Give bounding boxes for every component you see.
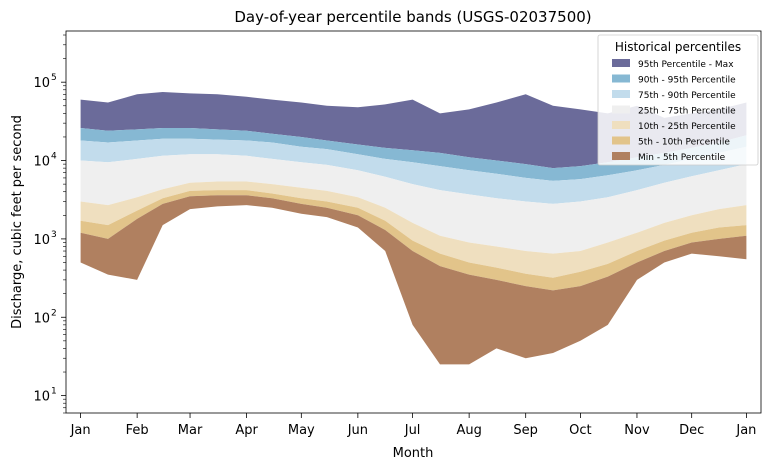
band-0	[80, 92, 747, 169]
y-tick-exponent-0: 1	[51, 387, 57, 397]
legend-label-2: 75th - 90th Percentile	[638, 91, 736, 101]
legend-box	[597, 34, 759, 166]
x-tick-label-0: Jan	[70, 423, 91, 438]
x-tick-label-2: Mar	[178, 423, 203, 438]
legend-label-6: Min - 5th Percentile	[638, 153, 726, 163]
x-tick-label-6: Jul	[404, 423, 421, 438]
x-tick-label-1: Feb	[126, 423, 149, 438]
legend-label-0: 95th Percentile - Max	[638, 60, 734, 70]
legend-swatch-3	[612, 105, 630, 114]
x-tick-label-10: Nov	[624, 423, 650, 438]
y-tick-exponent-1: 2	[51, 308, 57, 318]
x-tick-label-9: Oct	[569, 423, 591, 438]
legend-swatch-0	[612, 59, 630, 67]
legend-items: 95th Percentile - Max 90th - 95th Percent…	[612, 59, 736, 163]
legend-label-5: 5th - 10th Percentile	[638, 138, 730, 148]
axes-frame	[65, 30, 762, 414]
y-tick-label-3: 10	[33, 155, 50, 170]
y-tick-exponent-3: 4	[51, 152, 57, 162]
y-tick-label-0: 10	[33, 390, 50, 405]
x-tick-label-5: Jun	[347, 423, 368, 438]
x-tick-label-12: Jan	[735, 423, 756, 438]
y-tick-exponent-4: 5	[51, 73, 57, 83]
x-tick-label-11: Dec	[679, 423, 704, 438]
x-tick-label-3: Apr	[235, 423, 258, 438]
band-1	[80, 128, 747, 181]
band-3	[80, 154, 747, 254]
band-4	[80, 181, 747, 278]
legend-title: Historical percentiles	[615, 40, 741, 54]
legend-swatch-5	[612, 136, 630, 145]
legend-swatch-4	[612, 121, 630, 129]
chart-title: Day-of-year percentile bands (USGS-02037…	[234, 8, 591, 26]
x-tick-label-7: Aug	[456, 423, 481, 438]
x-axis-ticks: Jan Feb Mar Apr May Jun Jul Aug Sep Oct Nov Dec Jan	[70, 413, 756, 438]
band-2	[80, 138, 747, 204]
x-tick-label-8: Sep	[513, 423, 538, 438]
y-tick-label-2: 10	[33, 233, 50, 248]
x-tick-label-4: May	[288, 423, 315, 438]
plot-area	[65, 30, 762, 414]
legend: Historical percentiles 95th Percentile -…	[597, 34, 759, 166]
legend-label-4: 10th - 25th Percentile	[638, 122, 736, 132]
y-axis-label: Discharge, cubic feet per second	[10, 115, 25, 329]
y-tick-label-1: 10	[33, 311, 50, 326]
percentile-bands	[80, 92, 747, 365]
legend-swatch-2	[612, 90, 630, 98]
band-6	[80, 195, 747, 365]
y-tick-label-4: 10	[33, 76, 50, 91]
x-axis-label: Month	[393, 446, 434, 461]
legend-label-1: 90th - 95th Percentile	[638, 76, 736, 86]
legend-label-3: 25th - 75th Percentile	[638, 107, 736, 117]
y-tick-exponent-2: 3	[51, 230, 57, 240]
legend-swatch-6	[612, 152, 630, 160]
legend-swatch-1	[612, 74, 630, 83]
